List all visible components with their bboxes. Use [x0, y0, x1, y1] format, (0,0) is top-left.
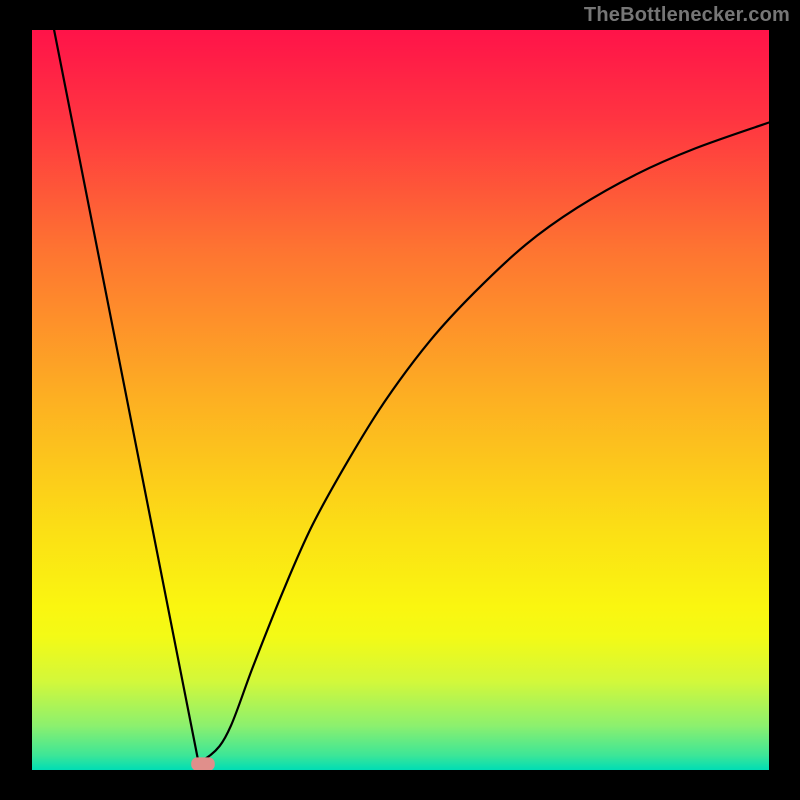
- plot-area: [32, 30, 769, 770]
- plot-background-gradient: [32, 30, 769, 770]
- chart-container: { "meta": { "watermark_text": "TheBottle…: [0, 0, 800, 800]
- watermark-text: TheBottlenecker.com: [584, 4, 790, 27]
- minimum-marker: [191, 757, 215, 770]
- chart-svg: [32, 30, 769, 770]
